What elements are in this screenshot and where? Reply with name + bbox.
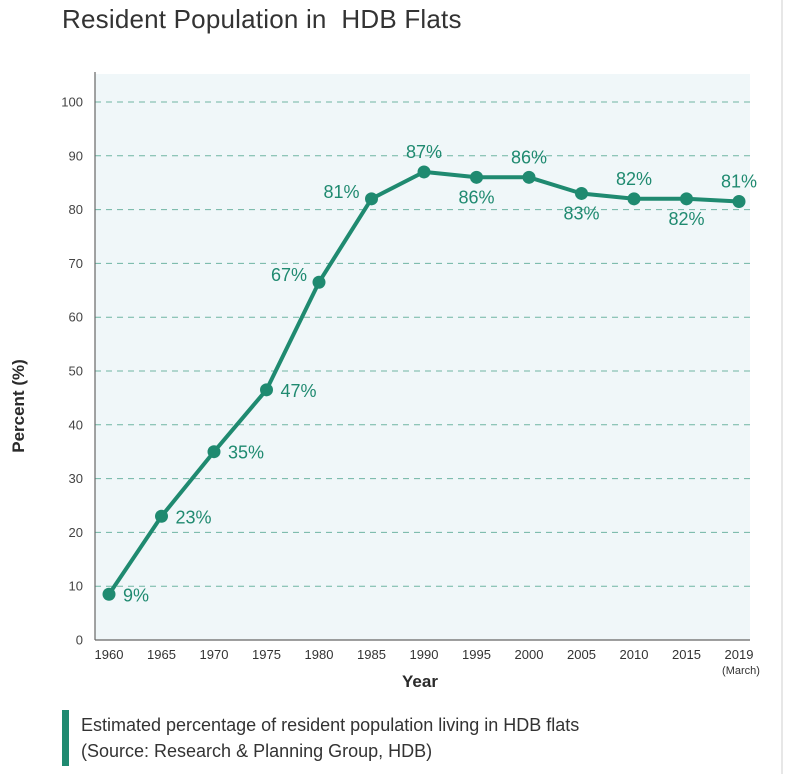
series-line-group (102, 165, 746, 601)
data-label-1960: 9% (123, 585, 149, 605)
data-label-1980: 67% (271, 265, 307, 285)
x-axis-title: Year (402, 672, 438, 691)
y-tick-labels: 0 10 20 30 40 50 60 70 80 90 100 (61, 95, 83, 648)
x-tick-label-1985: 1985 (357, 647, 386, 662)
axes (94, 72, 750, 641)
data-label-2015: 82% (668, 209, 704, 229)
x-tick-sublabel-2019: (March) (722, 665, 760, 677)
x-tick-label-1960: 1960 (95, 647, 124, 662)
x-tick-label-1970: 1970 (200, 647, 229, 662)
x-tick-label-2010: 2010 (620, 647, 649, 662)
y-tick-label-0: 0 (76, 633, 83, 648)
frame-edge (781, 0, 783, 774)
y-tick-label-50: 50 (69, 364, 83, 379)
x-tick-label-1990: 1990 (410, 647, 439, 662)
y-tick-label-40: 40 (69, 417, 83, 432)
data-point-2000 (522, 170, 536, 184)
y-tick-label-70: 70 (69, 256, 83, 271)
x-tick-label-2019: 2019 (725, 647, 754, 662)
y-tick-label-20: 20 (69, 525, 83, 540)
data-point-1965 (155, 509, 168, 523)
data-point-1980 (312, 275, 326, 289)
data-point-2010 (627, 192, 641, 206)
data-point-1985 (365, 192, 378, 206)
data-point-1995 (470, 170, 483, 184)
data-label-1990: 87% (406, 142, 442, 162)
caption-accent-bar (62, 710, 69, 766)
data-point-1975 (260, 383, 273, 397)
data-point-1960 (102, 587, 116, 601)
y-tick-label-80: 80 (69, 202, 83, 217)
data-label-2010: 82% (616, 169, 652, 189)
data-label-1985: 81% (323, 182, 359, 202)
data-label-1970: 35% (228, 443, 264, 463)
data-label-2000: 86% (511, 147, 547, 167)
x-tick-labels: 1960 1965 1970 1975 1980 1985 1990 1995 2000 2005… (95, 647, 760, 677)
caption-line-1: Estimated percentage of resident populat… (81, 715, 580, 735)
data-labels: 9% 23% 35% 47% 67% 81% 87% 86% 86% 83% 82% 82% 81% (123, 142, 757, 605)
y-tick-label-100: 100 (61, 95, 83, 110)
data-point-2005 (575, 186, 588, 200)
data-point-2015 (680, 192, 693, 206)
data-label-1995: 86% (458, 187, 494, 207)
data-label-1965: 23% (176, 507, 212, 527)
caption-line-2: (Source: Research & Planning Group, HDB) (81, 741, 433, 761)
data-point-2019 (732, 195, 746, 209)
data-label-2005: 83% (563, 203, 599, 223)
x-tick-label-1965: 1965 (147, 647, 176, 662)
x-tick-label-2005: 2005 (567, 647, 596, 662)
data-point-1990 (417, 165, 431, 179)
x-tick-label-2015: 2015 (672, 647, 701, 662)
data-label-1975: 47% (281, 381, 317, 401)
data-point-1970 (207, 445, 221, 459)
y-tick-label-10: 10 (69, 579, 83, 594)
y-tick-label-30: 30 (69, 471, 83, 486)
y-axis-title: Percent (%) (9, 359, 28, 453)
x-tick-label-1995: 1995 (462, 647, 491, 662)
x-tick-label-2000: 2000 (515, 647, 544, 662)
x-tick-label-1975: 1975 (252, 647, 281, 662)
caption-text: Estimated percentage of resident populat… (81, 710, 579, 766)
x-tick-label-1980: 1980 (305, 647, 334, 662)
y-tick-label-90: 90 (69, 148, 83, 163)
y-tick-label-60: 60 (69, 310, 83, 325)
data-label-2019: 81% (721, 172, 757, 192)
chart-caption: Estimated percentage of resident populat… (62, 710, 579, 766)
chart-title: Resident Population in HDB Flats (62, 4, 462, 34)
